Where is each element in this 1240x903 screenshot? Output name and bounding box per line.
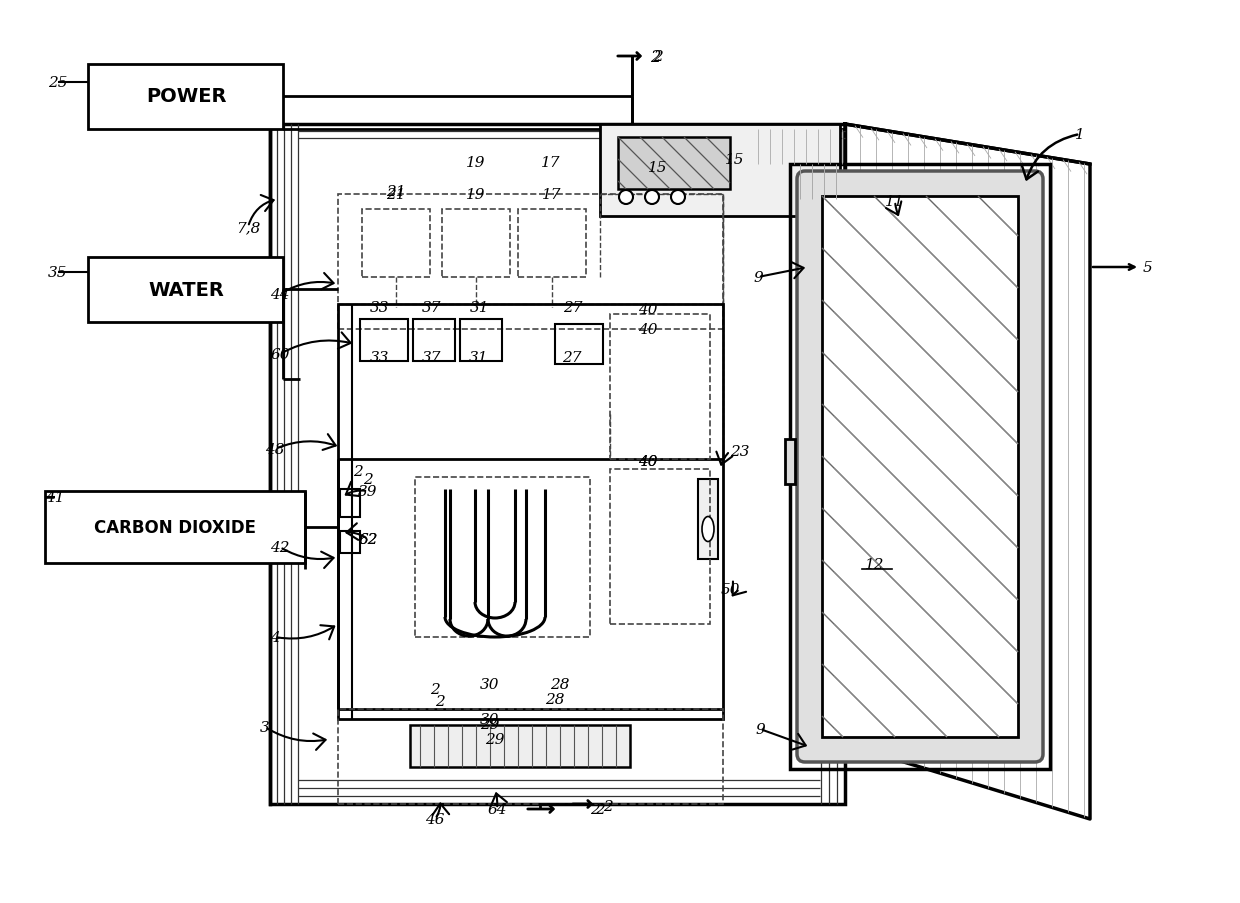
Text: 2: 2 — [430, 683, 440, 696]
Text: 37: 37 — [423, 350, 441, 365]
Bar — [790, 165, 1050, 769]
Text: 2: 2 — [353, 464, 363, 479]
Bar — [339, 709, 723, 804]
Text: 44: 44 — [270, 288, 290, 302]
Bar — [822, 197, 1018, 737]
Text: 23: 23 — [730, 444, 750, 459]
Bar — [415, 478, 590, 638]
Text: POWER: POWER — [146, 88, 226, 107]
Text: 40: 40 — [639, 454, 657, 469]
Text: 19: 19 — [466, 156, 486, 170]
Text: 35: 35 — [48, 265, 68, 280]
Bar — [556, 325, 603, 365]
Text: 2: 2 — [650, 49, 661, 65]
Text: 40: 40 — [639, 454, 657, 469]
Bar — [618, 138, 730, 190]
Bar — [270, 125, 844, 804]
Text: 48: 48 — [265, 442, 285, 457]
Text: 29: 29 — [480, 717, 500, 731]
Bar — [698, 479, 718, 559]
Text: 9: 9 — [755, 722, 765, 736]
Text: 3: 3 — [260, 721, 270, 734]
Bar — [88, 257, 283, 322]
Bar — [340, 489, 360, 517]
Text: 28: 28 — [546, 693, 564, 706]
Text: 2: 2 — [595, 802, 605, 816]
Circle shape — [645, 191, 658, 205]
Text: 17: 17 — [541, 156, 560, 170]
Ellipse shape — [702, 517, 714, 542]
Text: 9: 9 — [753, 271, 763, 284]
Text: 25: 25 — [48, 76, 68, 90]
Text: 2: 2 — [435, 694, 445, 708]
Bar — [785, 440, 795, 485]
Text: 41: 41 — [45, 490, 64, 505]
Text: 5: 5 — [1143, 261, 1153, 275]
Circle shape — [671, 191, 684, 205]
Bar — [88, 65, 283, 130]
Circle shape — [619, 191, 632, 205]
Text: 33: 33 — [371, 350, 389, 365]
Text: 31: 31 — [469, 350, 489, 365]
Text: 2: 2 — [653, 50, 663, 64]
Bar — [413, 320, 455, 361]
Text: 33: 33 — [371, 301, 389, 314]
Text: 27: 27 — [562, 350, 582, 365]
Bar — [441, 209, 510, 278]
Text: 40: 40 — [639, 303, 657, 317]
Text: 37: 37 — [423, 301, 441, 314]
Bar — [362, 209, 430, 278]
Text: 46: 46 — [425, 812, 445, 826]
Text: 50: 50 — [720, 582, 740, 596]
Text: 27: 27 — [563, 301, 583, 314]
Bar — [610, 470, 711, 624]
Text: 2: 2 — [363, 472, 373, 487]
Text: 21: 21 — [386, 188, 405, 201]
Text: 19: 19 — [466, 188, 486, 201]
Text: 64: 64 — [487, 802, 507, 816]
Text: 4: 4 — [270, 630, 280, 644]
Text: 7,8: 7,8 — [236, 220, 260, 235]
Text: 28: 28 — [551, 677, 569, 691]
Text: 62: 62 — [358, 533, 378, 546]
Text: 2: 2 — [590, 802, 600, 816]
Text: 2: 2 — [603, 799, 613, 813]
Text: 15: 15 — [725, 153, 745, 167]
Text: 39: 39 — [358, 485, 378, 498]
Bar — [339, 304, 723, 719]
Text: 15: 15 — [649, 161, 668, 175]
Text: 62: 62 — [358, 533, 378, 546]
Bar — [410, 725, 630, 768]
Bar — [339, 195, 723, 330]
Text: 11: 11 — [885, 195, 905, 209]
Text: 60: 60 — [270, 348, 290, 361]
Bar — [460, 320, 502, 361]
Text: 40: 40 — [639, 322, 657, 337]
Bar — [822, 197, 1018, 737]
Text: WATER: WATER — [148, 280, 224, 299]
Text: CARBON DIOXIDE: CARBON DIOXIDE — [94, 518, 255, 536]
Text: 21: 21 — [386, 185, 405, 199]
Text: 1: 1 — [1075, 128, 1085, 142]
Text: 42: 42 — [270, 540, 290, 554]
Text: 30: 30 — [480, 677, 500, 691]
Text: 17: 17 — [542, 188, 562, 201]
FancyBboxPatch shape — [797, 172, 1043, 762]
Bar — [360, 320, 408, 361]
Text: 31: 31 — [470, 301, 490, 314]
Bar — [340, 531, 360, 554]
Bar — [610, 314, 711, 460]
Bar — [600, 125, 839, 217]
Text: 12: 12 — [866, 557, 885, 572]
Bar — [45, 491, 305, 563]
Text: 29: 29 — [485, 732, 505, 746]
Text: 30: 30 — [480, 712, 500, 726]
Bar — [518, 209, 587, 278]
